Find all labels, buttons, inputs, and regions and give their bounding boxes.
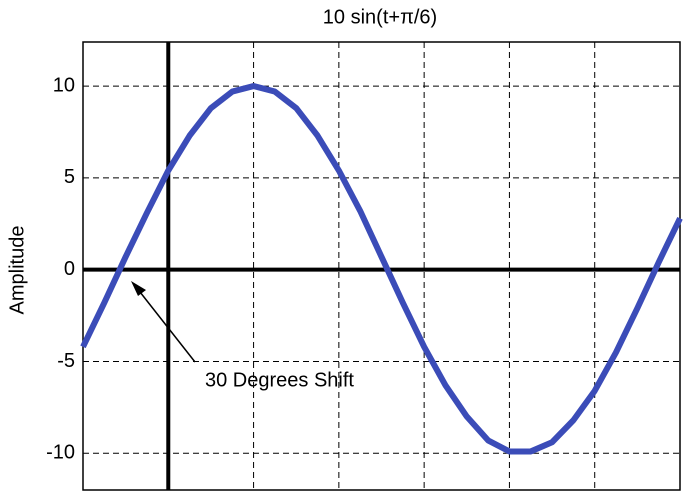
y-tick-label: 10 <box>53 74 75 96</box>
annotation-arrowhead <box>131 281 146 296</box>
y-axis-label: Amplitude <box>6 226 28 315</box>
chart-title: 10 sin(t+π/6) <box>323 6 437 28</box>
y-tick-label: -10 <box>46 442 75 464</box>
plot-frame <box>82 41 681 491</box>
y-tick-label: 0 <box>64 258 75 280</box>
y-tick-label: -5 <box>57 350 75 372</box>
annotation: 30 Degrees Shift <box>205 369 354 391</box>
annotation-arrow <box>139 291 196 363</box>
y-tick-label: 5 <box>64 166 75 188</box>
data-line <box>80 83 683 455</box>
